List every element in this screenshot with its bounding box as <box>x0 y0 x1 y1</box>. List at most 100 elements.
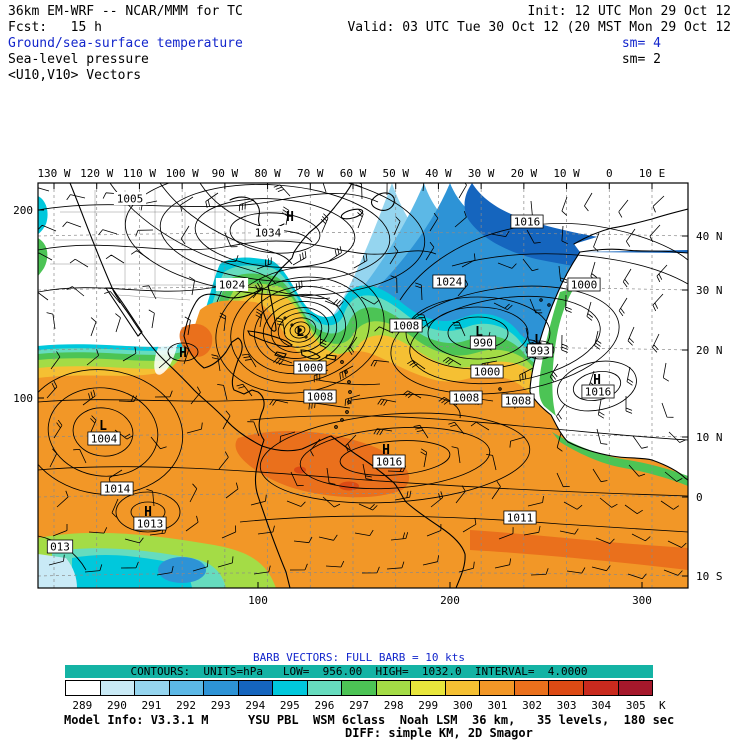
colorbar-cell <box>273 681 308 695</box>
colorbar-level: 295 <box>279 699 300 712</box>
colorbar-cell <box>445 681 481 695</box>
lon-tick-label: 20 W <box>511 167 538 180</box>
isobar-label: 1016 <box>585 386 612 399</box>
colorbar-level: 304 <box>591 699 612 712</box>
init-time: Init: 12 UTC Mon 29 Oct 12 <box>527 4 732 19</box>
isobar-label: 1013 <box>137 518 164 531</box>
high-low-markers: H L L L L H H H H <box>99 210 601 520</box>
pressure-center-H: H <box>179 346 187 361</box>
coastlines <box>69 183 688 588</box>
isobar-label: 1004 <box>91 433 118 446</box>
colorbar-level: 302 <box>522 699 542 712</box>
wind-barbs <box>38 183 687 580</box>
isobar-label: 013 <box>50 541 70 554</box>
colorbar <box>65 680 653 696</box>
colorbar-cell <box>238 681 274 695</box>
model-info: Model Info: V3.3.1 M <box>64 713 209 727</box>
colorbar-level: 297 <box>349 699 369 712</box>
isobar-label: 1024 <box>219 279 246 292</box>
pressure-center-H: H <box>144 505 152 520</box>
grid-y-label: 200 <box>13 204 33 217</box>
isobar-label: 1000 <box>297 362 324 375</box>
pressure-center-H: H <box>593 373 601 388</box>
isobar-label: 1008 <box>505 395 532 408</box>
colorbar-level: 299 <box>418 699 439 712</box>
model-config: YSU PBL WSM 6class Noah LSM 36 km, 35 le… <box>248 713 675 727</box>
colorbar-level: 303 <box>556 699 577 712</box>
barb-vectors-note: BARB VECTORS: FULL BARB = 10 kts <box>253 651 465 664</box>
field-pressure: Sea-level pressure <box>8 52 149 67</box>
lon-tick-label: 70 W <box>297 167 324 180</box>
lon-tick-label: 10 E <box>639 167 666 180</box>
lon-tick-label: 30 W <box>468 167 495 180</box>
axis-labels: 130 W 120 W 110 W 100 W 90 W 80 W 70 W 60 W 50 W… <box>13 167 722 607</box>
contour-labels: 1005 1034 1016 1024 1024 1000 1008 990 993 1000 10… <box>46 192 615 554</box>
colorbar-level: 300 <box>452 699 473 712</box>
smooth-pass-1: sm= 4 <box>621 36 661 51</box>
colorbar-level: 289 <box>72 699 93 712</box>
colorbar-cell <box>583 681 619 695</box>
lon-tick-label: 10 W <box>553 167 580 180</box>
lon-tick-label: 50 W <box>382 167 409 180</box>
colorbar-cell <box>307 681 343 695</box>
grid-x-label: 300 <box>632 594 652 607</box>
state-borders <box>50 190 300 301</box>
isobar-label: 1024 <box>436 276 463 289</box>
colorbar-level: 291 <box>141 699 162 712</box>
colorbar-level: 296 <box>314 699 335 712</box>
field-temperature: Ground/sea-surface temperature <box>8 36 243 51</box>
lat-tick-label: 20 N <box>696 344 723 357</box>
isobar-label: 1016 <box>376 456 403 469</box>
colorbar-cell <box>514 681 550 695</box>
model-title: 36km EM-WRF -- NCAR/MMM for TC <box>8 4 243 19</box>
isobar-label: 1008 <box>393 320 420 333</box>
lat-tick-label: 10 N <box>696 431 723 444</box>
isobar-label: 1000 <box>474 366 501 379</box>
pressure-center-L: L <box>475 325 483 340</box>
pressure-center-H: H <box>382 443 390 458</box>
lon-tick-label: 130 W <box>37 167 70 180</box>
grid-y-label: 100 <box>13 392 33 405</box>
colorbar-cell <box>618 681 653 695</box>
isobar-label: 1011 <box>507 512 534 525</box>
lon-tick-label: 110 W <box>123 167 156 180</box>
lon-tick-label: 40 W <box>425 167 452 180</box>
lon-tick-label: 100 W <box>166 167 199 180</box>
colorbar-cell <box>411 681 446 695</box>
colorbar-cell <box>549 681 584 695</box>
lon-tick-label: 80 W <box>254 167 281 180</box>
colorbar-level: 292 <box>176 699 197 712</box>
colorbar-unit: K <box>659 699 666 712</box>
pressure-center-L: L <box>99 419 107 434</box>
isobar-label: 993 <box>530 345 550 358</box>
isobar-label: 1016 <box>514 216 541 229</box>
diff-line: DIFF: simple KM, 2D Smagor <box>345 726 533 740</box>
lon-tick-label: 90 W <box>212 167 239 180</box>
lon-tick-label: 120 W <box>80 167 113 180</box>
pressure-center-L: L <box>296 325 304 340</box>
colorbar-cell <box>135 681 170 695</box>
lat-tick-label: 40 N <box>696 230 723 243</box>
valid-time: Valid: 03 UTC Tue 30 Oct 12 (20 MST Mon … <box>347 20 731 35</box>
smooth-pass-2: sm= 2 <box>621 52 661 67</box>
isobar-label: 1005 <box>117 193 144 206</box>
isobar-label: 1008 <box>453 392 480 405</box>
lon-tick-label: 60 W <box>340 167 367 180</box>
colorbar-level: 290 <box>106 699 127 712</box>
colorbar-level: 301 <box>487 699 508 712</box>
colorbar-level: 298 <box>383 699 404 712</box>
lat-tick-label: 30 N <box>696 284 723 297</box>
lon-tick-label: 0 <box>606 167 613 180</box>
colorbar-cell <box>342 681 377 695</box>
colorbar-cell <box>169 681 205 695</box>
map-plot-area <box>38 183 688 588</box>
grid-x-label: 200 <box>440 594 460 607</box>
contour-info-text: CONTOURS: UNITS=hPa LOW= 956.00 HIGH= 10… <box>130 665 588 678</box>
isobar-label: 1008 <box>307 391 334 404</box>
grid-x-label: 100 <box>248 594 268 607</box>
colorbar-cell <box>66 681 101 695</box>
colorbar-cell <box>100 681 136 695</box>
colorbar-cell <box>204 681 239 695</box>
